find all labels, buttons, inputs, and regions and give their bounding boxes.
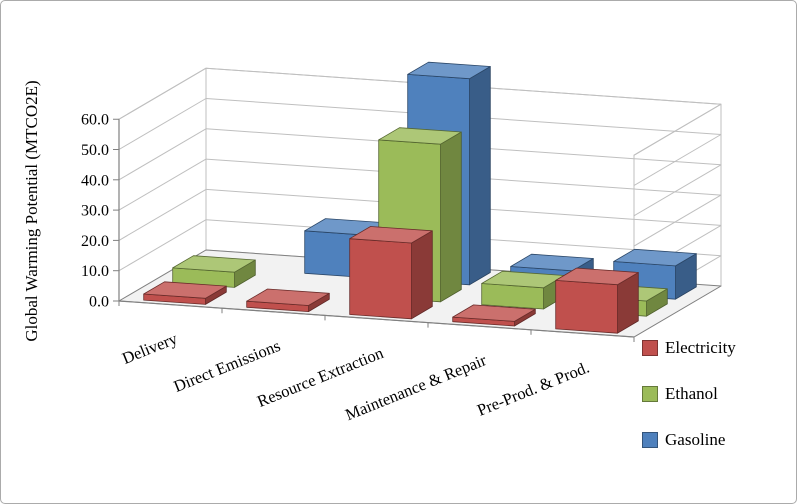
legend: Electricity Ethanol Gasoline (642, 338, 736, 476)
bar-ethanol-2-top (378, 127, 462, 145)
bar-electricity-2-side (411, 230, 433, 320)
gridline (633, 134, 722, 186)
gridline (118, 67, 207, 120)
gridline (118, 219, 207, 272)
y-tick-label: 40.0 (81, 172, 109, 189)
bar-electricity-1-top (246, 288, 330, 306)
gasoline-swatch-icon (642, 432, 658, 448)
y-tick-label: 30.0 (81, 203, 109, 220)
ethanol-swatch-icon (642, 386, 658, 402)
gridline (633, 164, 722, 217)
y-tick-label: 0.0 (89, 294, 109, 311)
bar-gasoline-4-top (613, 248, 697, 267)
bar-electricity-4-top (555, 267, 639, 286)
electricity-swatch-icon (642, 340, 658, 356)
y-tick-label: 60.0 (81, 112, 109, 129)
gridline (118, 158, 207, 211)
legend-item-gasoline: Gasoline (642, 430, 736, 450)
bar-gasoline-2-side (469, 66, 491, 286)
category-axis-line (118, 300, 635, 338)
bar-electricity-3-top (452, 304, 536, 322)
gridline (118, 98, 207, 150)
y-axis-title: Global Warming Potential (MTCO2E) (22, 80, 41, 341)
y-tick-label: 50.0 (81, 142, 109, 159)
y-tick-label: 20.0 (81, 233, 109, 250)
gridline (118, 128, 207, 181)
gridline (633, 103, 722, 156)
bar-electricity-0-top (143, 281, 227, 299)
bar-ethanol-2-side (440, 131, 462, 303)
bar-gasoline-3-top (510, 253, 594, 272)
category-label: Delivery (119, 328, 180, 368)
legend-item-ethanol: Ethanol (642, 384, 736, 404)
bar-ethanol-0-top (172, 255, 256, 273)
gridline (633, 194, 722, 247)
legend-label-gasoline: Gasoline (665, 430, 726, 449)
category-label: Pre-Prod. & Prod. (474, 357, 592, 419)
legend-item-electricity: Electricity (642, 338, 736, 358)
bar-electricity-4-front (555, 279, 618, 334)
bar-electricity-2-top (349, 226, 433, 244)
bar-electricity-2-front (349, 238, 412, 320)
legend-label-electricity: Electricity (665, 338, 736, 357)
bar-gasoline-2-top (407, 61, 491, 80)
legend-label-ethanol: Ethanol (665, 384, 718, 403)
gridline (118, 188, 207, 241)
y-tick-label: 10.0 (81, 263, 109, 280)
category-label: Direct Emissions (171, 336, 283, 396)
